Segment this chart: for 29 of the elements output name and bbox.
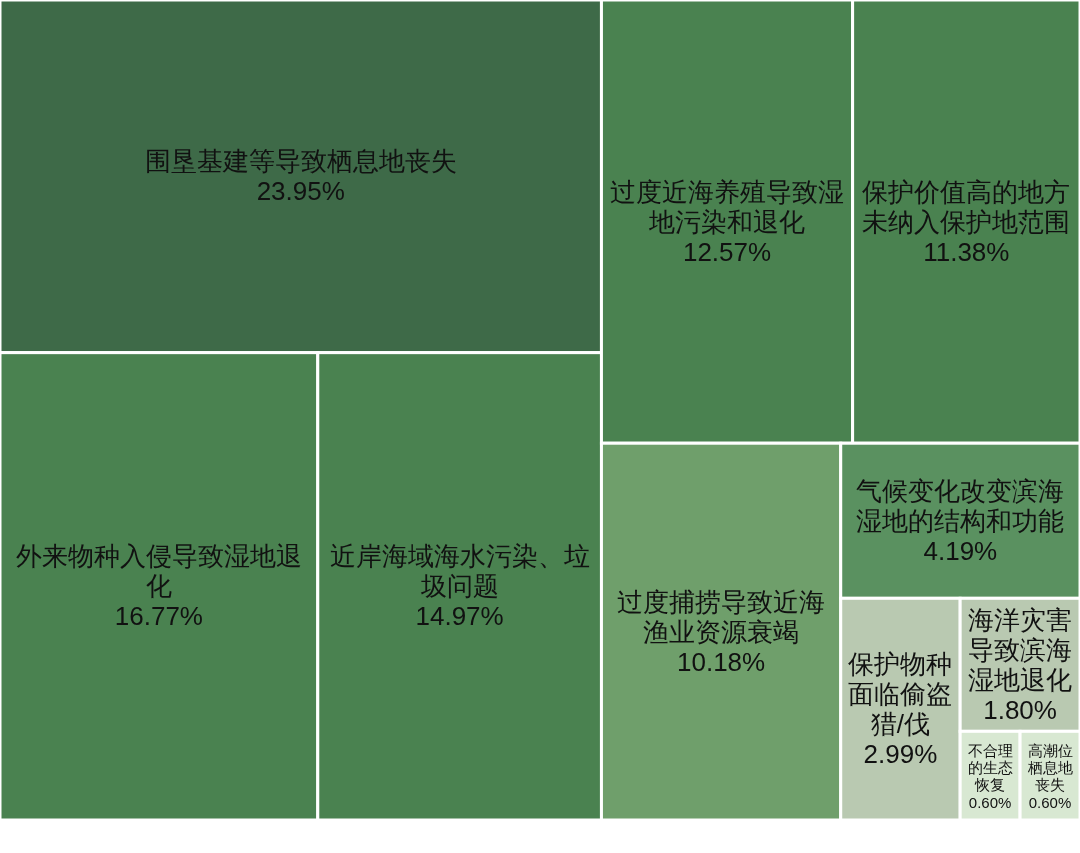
category-label: 保护物种面临偷盗猎/伐 — [848, 649, 953, 740]
node: 近岸海域海水污染、垃圾问题 14.97% — [316, 351, 603, 822]
data-label: 4.19% — [923, 535, 998, 566]
node: 保护物种面临偷盗猎/伐 2.99% — [839, 596, 962, 822]
node: 气候变化改变滨海湿地的结构和功能 4.19% — [839, 441, 1080, 600]
node: 保护价值高的地方未纳入保护地范围 11.38% — [851, 0, 1080, 445]
data-label: 0.60% — [1028, 793, 1072, 811]
category-label: 高潮位栖息地丧失 — [1026, 741, 1073, 793]
category-label: 过度捕捞导致近海渔业资源衰竭 — [617, 586, 826, 647]
category-label: 保护价值高的地方未纳入保护地范围 — [862, 176, 1071, 237]
category-label: 外来物种入侵导致湿地退化 — [15, 541, 302, 602]
node: 高潮位栖息地丧失 0.60% — [1018, 729, 1080, 822]
data-label: 16.77% — [114, 601, 203, 632]
category-label: 气候变化改变滨海湿地的结构和功能 — [856, 475, 1065, 536]
data-label: 10.18% — [677, 646, 766, 677]
data-label: 11.38% — [923, 236, 1010, 267]
category-label: 不合理的生态恢复 — [967, 741, 1013, 793]
data-label: 2.99% — [863, 739, 938, 769]
data-label: 1.80% — [983, 694, 1057, 725]
node: 不合理的生态恢复 0.60% — [958, 729, 1022, 822]
category-label: 海洋灾害导致滨海湿地退化 — [968, 604, 1073, 695]
node: 海洋灾害导致滨海湿地退化 1.80% — [958, 596, 1080, 733]
data-label: 0.60% — [968, 793, 1012, 811]
category-label: 围垦基建等导致栖息地丧失 — [144, 146, 457, 177]
data-label: 23.95% — [256, 176, 345, 207]
data-label: 14.97% — [415, 601, 504, 632]
category-label: 过度近海养殖导致湿地污染和退化 — [610, 176, 845, 237]
data-label: 12.57% — [682, 236, 772, 267]
category-label: 近岸海域海水污染、垃圾问题 — [329, 541, 590, 602]
